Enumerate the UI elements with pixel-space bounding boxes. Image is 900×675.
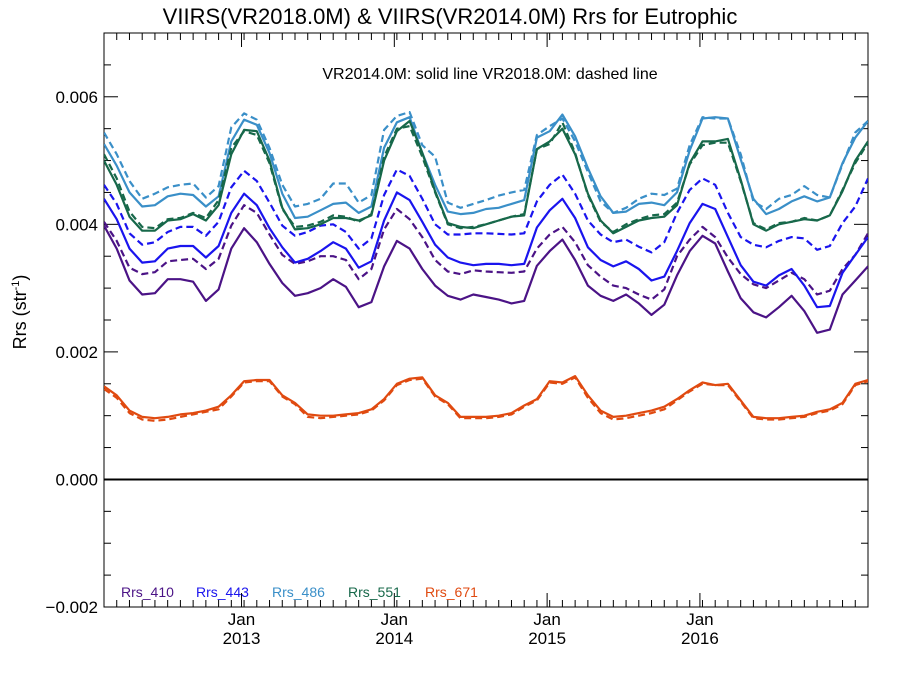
x-tick-label-year: 2013 [223,629,261,648]
x-tick-label-year: 2014 [375,629,413,648]
y-tick-label: 0.004 [55,215,98,234]
x-tick-label-month: Jan [381,610,408,629]
x-tick-label-year: 2015 [528,629,566,648]
x-tick-label-month: Jan [533,610,560,629]
series-line-rrs-443-solid [104,191,868,309]
series-line-rrs-551-dashed [104,121,868,234]
series-line-rrs-671-dashed [104,376,868,422]
series-line-rrs-551-solid [104,119,868,235]
series-line-rrs-443-dashed [104,168,868,254]
chart-title: VIIRS(VR2018.0M) & VIIRS(VR2014.0M) Rrs … [162,4,738,29]
y-axis-label: Rrs (str-1) [10,275,30,350]
chart-subtitle: VR2014.0M: solid line VR2018.0M: dashed … [322,66,657,83]
series-line-rrs-410-dashed [104,204,868,301]
x-tick-label-year: 2016 [681,629,719,648]
legend-label-rrs-443: Rrs_443 [196,584,249,600]
legend-label-rrs-551: Rrs_551 [348,584,401,600]
y-axis-label-text: Rrs (str [10,290,30,349]
y-axis-label-superscript: -1 [10,281,22,291]
legend-label-rrs-410: Rrs_410 [121,584,174,600]
legend-label-rrs-671: Rrs_671 [425,584,478,600]
x-tick-label-month: Jan [228,610,255,629]
series-line-rrs-486-dashed [104,110,868,214]
plot-frame [103,32,869,608]
series-line-rrs-671-solid [104,375,868,420]
y-tick-label: 0.002 [55,343,98,362]
series-line-rrs-486-solid [104,113,868,220]
y-axis-label-suffix: ) [10,275,30,281]
y-tick-label: −0.002 [46,598,98,617]
y-tick-label: 0.006 [55,88,98,107]
series-group [104,110,868,422]
series-line-rrs-410-solid [104,225,868,334]
x-tick-label-month: Jan [686,610,713,629]
legend-label-rrs-486: Rrs_486 [272,584,325,600]
y-tick-label: 0.000 [55,470,98,489]
